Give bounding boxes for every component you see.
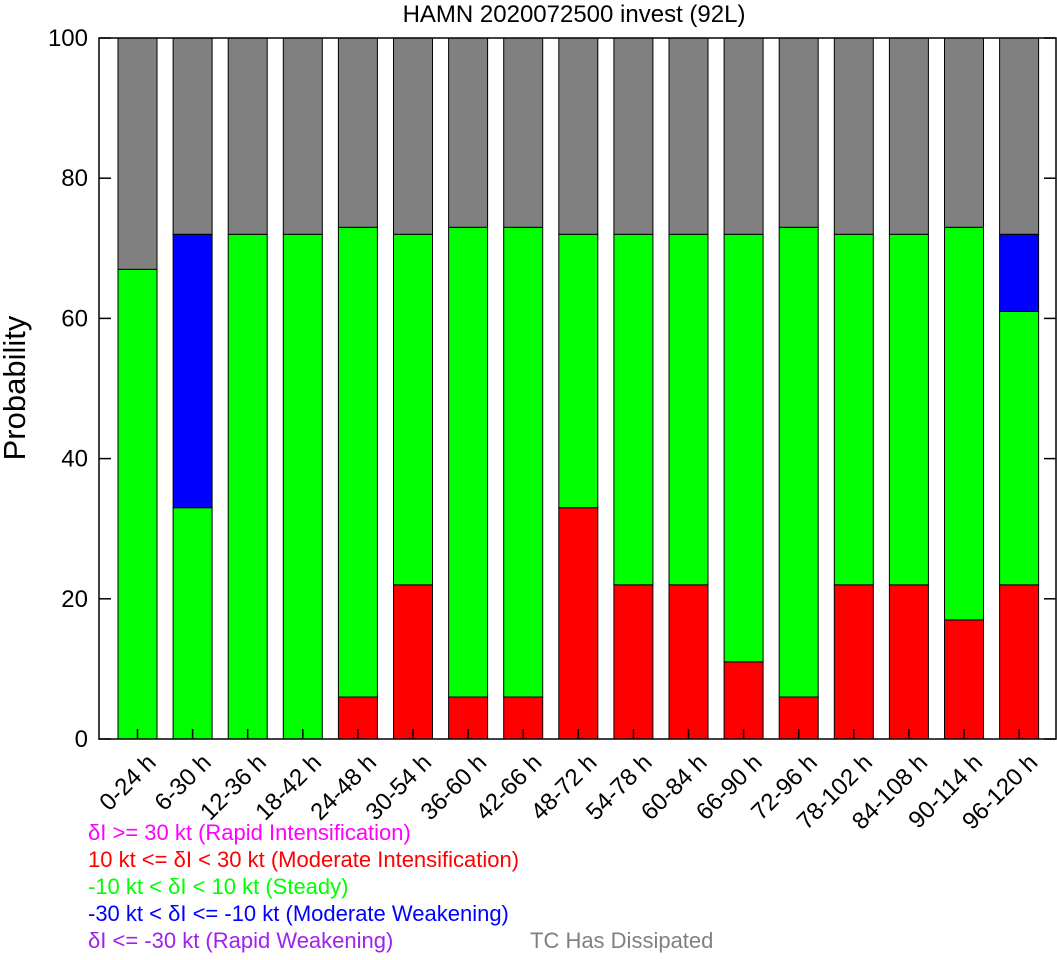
bar-dissipated-1 bbox=[172, 37, 213, 235]
bar-steady-10 bbox=[668, 233, 709, 586]
bars-group bbox=[117, 37, 1040, 740]
legend: δI >= 30 kt (Rapid Intensification) 10 k… bbox=[88, 819, 713, 954]
bar-mi-15 bbox=[944, 619, 984, 740]
bar-dissipated-2 bbox=[227, 37, 268, 235]
bar-dissipated-4 bbox=[337, 37, 378, 228]
y-tick-label: 100 bbox=[48, 25, 88, 52]
y-tick-label: 0 bbox=[75, 726, 88, 753]
bar-dissipated-3 bbox=[282, 37, 323, 235]
bar-dissipated-15 bbox=[944, 37, 984, 228]
bar-dissipated-11 bbox=[723, 37, 764, 235]
bar-dissipated-16 bbox=[999, 37, 1040, 235]
bar-steady-6 bbox=[448, 226, 489, 698]
bar-mi-13 bbox=[833, 584, 874, 740]
bar-dissipated-5 bbox=[393, 37, 433, 235]
bar-dissipated-13 bbox=[833, 37, 874, 235]
x-tick-label: 0-24 h bbox=[94, 749, 161, 816]
bar-mw-16 bbox=[999, 233, 1040, 312]
bar-steady-0 bbox=[117, 268, 158, 740]
bar-dissipated-10 bbox=[668, 37, 709, 235]
bar-steady-5 bbox=[393, 233, 433, 586]
bar-dissipated-6 bbox=[448, 37, 489, 228]
legend-rapid-weakening: δI <= -30 kt (Rapid Weakening) bbox=[88, 928, 394, 953]
bar-mi-14 bbox=[888, 584, 929, 740]
bar-steady-12 bbox=[778, 226, 819, 698]
bar-steady-15 bbox=[944, 226, 984, 621]
bar-dissipated-12 bbox=[778, 37, 819, 228]
bar-mi-9 bbox=[613, 584, 654, 740]
bar-steady-1 bbox=[172, 507, 213, 740]
bar-mi-10 bbox=[668, 584, 709, 740]
y-tick-label: 40 bbox=[61, 446, 88, 473]
bar-dissipated-0 bbox=[117, 37, 158, 270]
bar-steady-13 bbox=[833, 233, 874, 586]
legend-moderate-intensification: 10 kt <= δI < 30 kt (Moderate Intensific… bbox=[88, 847, 520, 872]
bar-steady-8 bbox=[558, 233, 599, 509]
bar-mi-16 bbox=[999, 584, 1040, 740]
bar-mi-8 bbox=[558, 507, 599, 740]
bar-steady-7 bbox=[503, 226, 544, 698]
plot-frame bbox=[98, 37, 1057, 740]
legend-tc-dissipated: TC Has Dissipated bbox=[530, 928, 714, 953]
legend-steady: -10 kt < δI < 10 kt (Steady) bbox=[88, 874, 349, 899]
bar-steady-16 bbox=[999, 310, 1040, 586]
y-tick-label: 20 bbox=[61, 586, 88, 613]
chart-title: HAMN 2020072500 invest (92L) bbox=[403, 1, 746, 28]
bar-steady-14 bbox=[888, 233, 929, 586]
legend-moderate-weakening: -30 kt < δI <= -10 kt (Moderate Weakenin… bbox=[88, 901, 509, 926]
legend-rapid-intensification: δI >= 30 kt (Rapid Intensification) bbox=[88, 820, 411, 845]
bar-steady-3 bbox=[282, 233, 323, 740]
bar-steady-2 bbox=[227, 233, 268, 740]
bar-dissipated-14 bbox=[888, 37, 929, 235]
y-tick-label: 60 bbox=[61, 305, 88, 332]
bar-dissipated-8 bbox=[558, 37, 599, 235]
bar-dissipated-7 bbox=[503, 37, 544, 228]
bar-steady-11 bbox=[723, 233, 764, 663]
bar-mi-11 bbox=[723, 661, 764, 740]
bar-steady-9 bbox=[613, 233, 654, 586]
bar-mw-1 bbox=[172, 233, 213, 509]
y-axis-label: Probability bbox=[0, 315, 32, 460]
bar-dissipated-9 bbox=[613, 37, 654, 235]
bar-steady-4 bbox=[337, 226, 378, 698]
bar-mi-5 bbox=[393, 584, 433, 740]
y-tick-label: 80 bbox=[61, 165, 88, 192]
y-ticks-group: 0 20 40 60 80 100 bbox=[48, 25, 1056, 753]
